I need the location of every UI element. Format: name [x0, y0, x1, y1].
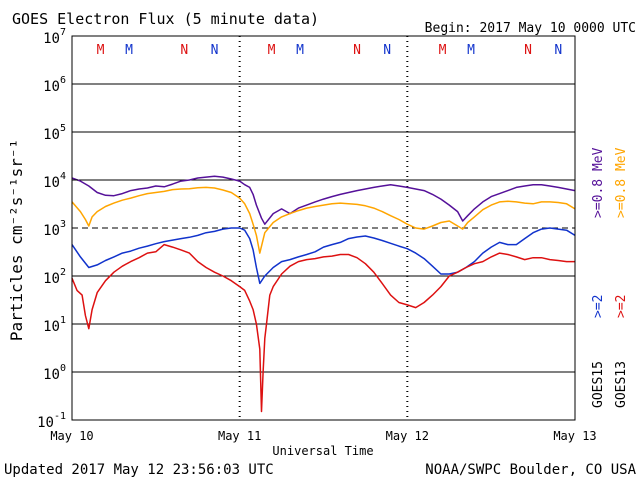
series-line-0: [71, 175, 576, 225]
legend-label-1: >=2: [591, 295, 606, 318]
right-legend: GOES15 >=2 >=0.8 MeV GOES13 >=2 >=0.8 MeV: [591, 147, 629, 408]
legend-label-4: >=2: [614, 295, 629, 318]
data-series: [71, 175, 576, 413]
x-tick-label-0: May 10: [50, 429, 93, 443]
y-tick-label-0: 10-1: [37, 411, 66, 431]
marker-n-2: N: [180, 43, 188, 58]
grid-lines: [72, 36, 575, 420]
marker-m-5: M: [296, 43, 304, 58]
x-tick-label-2: May 12: [386, 429, 429, 443]
y-tick-label-6: 105: [43, 123, 66, 143]
y-tick-label-7: 106: [43, 75, 66, 95]
y-tick-label-3: 102: [43, 267, 66, 287]
begin-label: Begin: 2017 May 10 0000 UTC: [425, 21, 636, 36]
legend-label-2: >=0.8 MeV: [591, 147, 606, 218]
marker-m-0: M: [97, 43, 105, 58]
x-axis-tick-labels: May 10 May 11 May 12 May 13: [50, 429, 596, 443]
marker-m-9: M: [467, 43, 475, 58]
marker-n-3: N: [211, 43, 219, 58]
y-tick-label-5: 104: [43, 171, 66, 191]
chart-title: GOES Electron Flux (5 minute data): [12, 10, 319, 28]
legend-label-3: GOES13: [614, 361, 629, 408]
marker-m-4: M: [268, 43, 276, 58]
series-line-3: [71, 243, 575, 413]
legend-label-0: GOES15: [591, 361, 606, 408]
y-tick-label-8: 107: [43, 27, 66, 47]
x-tick-label-1: May 11: [218, 429, 261, 443]
y-tick-label-1: 100: [43, 363, 66, 383]
marker-m-8: M: [439, 43, 447, 58]
y-axis-label: Particles cm⁻²s⁻¹sr⁻¹: [7, 139, 26, 341]
marker-n-11: N: [554, 43, 562, 58]
marker-n-7: N: [383, 43, 391, 58]
footer-source: NOAA/SWPC Boulder, CO USA: [425, 462, 636, 478]
y-tick-label-2: 101: [43, 315, 66, 335]
y-axis-tick-labels: 10-1 100 101 102 103 104 105 106 107: [37, 27, 78, 431]
y-tick-label-4: 103: [43, 219, 66, 239]
footer-updated: Updated 2017 May 12 23:56:03 UTC: [4, 462, 274, 478]
series-line-1: [71, 186, 576, 254]
series-line-2: [71, 227, 576, 285]
marker-n-6: N: [353, 43, 361, 58]
marker-m-1: M: [125, 43, 133, 58]
marker-n-10: N: [524, 43, 532, 58]
x-tick-label-3: May 13: [553, 429, 596, 443]
x-axis-label: Universal Time: [272, 444, 373, 458]
legend-label-5: >=0.8 MeV: [614, 147, 629, 218]
